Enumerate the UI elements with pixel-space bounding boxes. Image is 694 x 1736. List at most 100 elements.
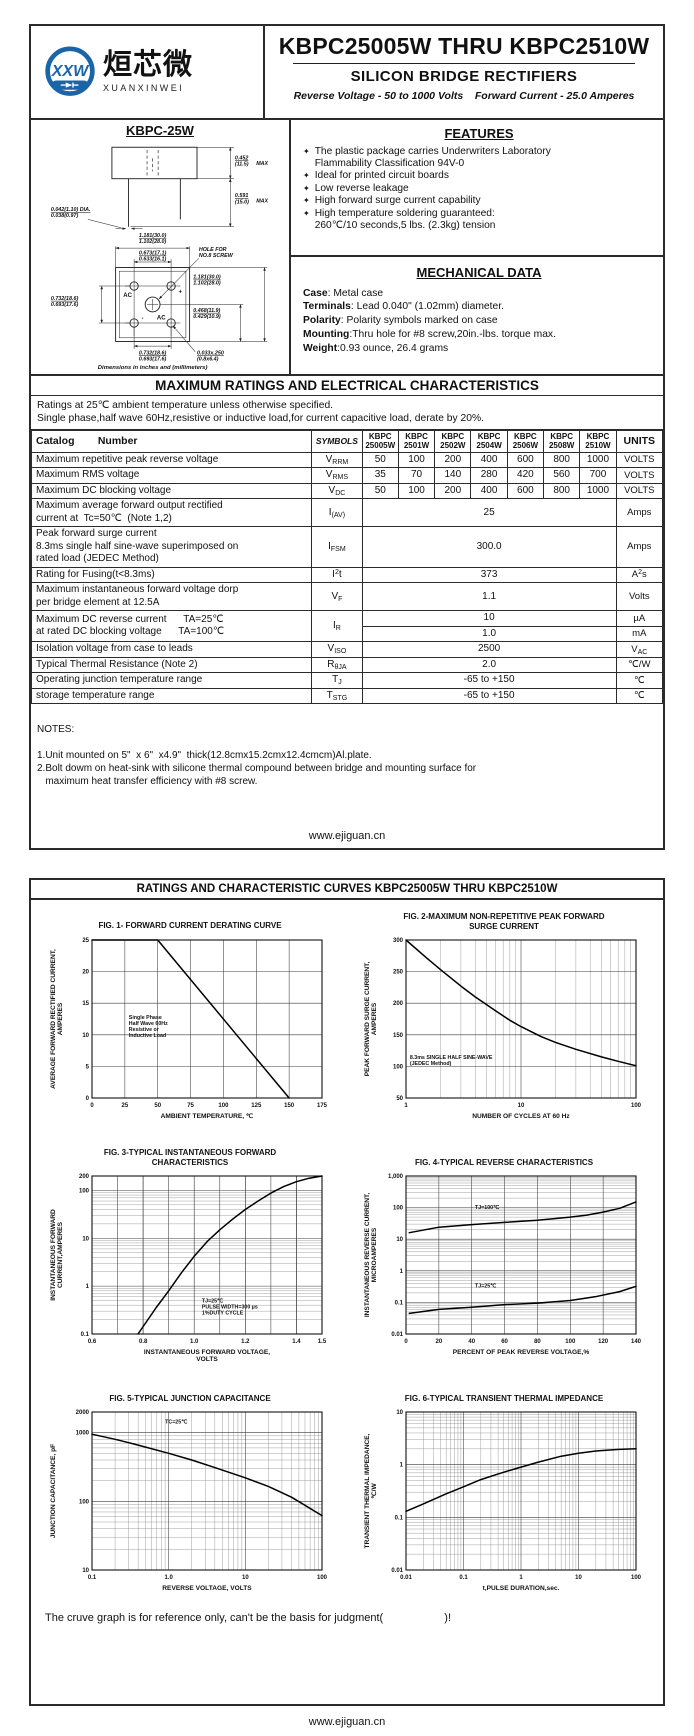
mechanical-label: Terminals: [303, 301, 351, 313]
value-cell: 140: [434, 467, 472, 484]
svg-text:40: 40: [468, 1339, 475, 1345]
value-cell: 400: [470, 482, 508, 500]
datasheet-page-1: XXW 烜芯微 XUANXINWEI KBPC25005W THRU KBPC2…: [29, 24, 665, 850]
bullet-icon: ✦: [303, 171, 310, 181]
figure-6: FIG. 6-TYPICAL TRANSIENT THERMAL IMPEDAN…: [347, 1384, 661, 1604]
unit-cell: ℃: [615, 672, 664, 689]
symbol-cell: VF: [311, 582, 363, 612]
param-cell: Operating junction temperature range: [30, 672, 313, 689]
param-cell: Maximum instantaneous forward voltage do…: [30, 582, 313, 612]
value-cell: 600: [506, 482, 545, 500]
datasheet-page-2: RATINGS AND CHARACTERISTIC CURVES KBPC25…: [29, 878, 665, 1706]
figure-chart: 0 20 40 60 80 100 120 140 1,000 100 10 1 0.1 0.01 TJ=1…: [364, 1174, 642, 1356]
value-cell: 35: [361, 467, 399, 484]
figure-2: FIG. 2-MAXIMUM NON-REPETITIVE PEAK FORWA…: [347, 912, 661, 1132]
figure-title: FIG. 3-TYPICAL INSTANTANEOUS FORWARD CHA…: [103, 1148, 277, 1167]
page-title: KBPC25005W THRU KBPC2510W: [278, 33, 650, 59]
svg-text:0.1: 0.1: [459, 1575, 468, 1581]
value-cell: -65 to +150: [361, 672, 617, 689]
svg-text:TC=25℃: TC=25℃: [165, 1419, 187, 1426]
svg-text:1.0: 1.0: [190, 1339, 199, 1345]
svg-text:1: 1: [519, 1575, 523, 1581]
mechanical-label: Weight: [303, 343, 338, 355]
table-row: Typical Thermal Resistance (Note 2) RθJA 2…: [30, 656, 664, 674]
symbol-cell: TSTG: [311, 687, 363, 705]
feature-item: ✦ High temperature soldering guaranteed: …: [303, 208, 655, 232]
y-axis-label: INSTANTANEOUS REVERSE CURRENT,MICROAMPER…: [364, 1193, 378, 1317]
svg-text:-: -: [142, 316, 144, 322]
package-name: KBPC-25W: [126, 123, 194, 138]
svg-text:150: 150: [284, 1103, 295, 1109]
svg-text:125: 125: [251, 1103, 262, 1109]
svg-text:25: 25: [82, 938, 89, 944]
y-axis-label: TRANSIENT THERMAL IMPEDANCE,℃/W: [364, 1434, 378, 1549]
series-instantaneous-forward: [137, 1175, 323, 1336]
svg-text:0.732(18.6)0.693(17.6): 0.732(18.6) 0.693(17.6): [139, 350, 167, 362]
svg-text:1.5: 1.5: [318, 1339, 327, 1345]
svg-text:0.033x.250(0.8x6.4): 0.033x.250 (0.8x6.4): [197, 350, 224, 362]
svg-text:0.1: 0.1: [81, 1332, 90, 1338]
symbol-cell: I2t: [311, 566, 363, 584]
unit-cell: ℃: [615, 687, 664, 705]
table-row: Isolation voltage from case to leads VISO…: [30, 641, 664, 658]
svg-text:1.4: 1.4: [292, 1339, 301, 1345]
figure-1: FIG. 1- FORWARD CURRENT DERATING CURVE 0 2…: [33, 912, 347, 1132]
bullet-icon: ✦: [303, 196, 310, 206]
svg-text:1.181(30.0)1.102(28.0): 1.181(30.0) 1.102(28.0): [139, 233, 167, 245]
param-cell: Maximum average forward output rectified…: [30, 498, 313, 528]
column-header-part: KBPC 25005W: [361, 429, 399, 453]
value-cell: 200: [434, 451, 472, 469]
svg-text:0.673(17.1)0.633(16.1): 0.673(17.1) 0.633(16.1): [139, 251, 167, 263]
svg-text:10: 10: [82, 1033, 89, 1039]
value-cell: 700: [579, 467, 617, 484]
table-row: Maximum RMS voltage VRMS 35 70 140 280 420 560 7…: [30, 467, 664, 484]
table-row: Peak forward surge current 8.3ms single h…: [30, 526, 664, 568]
param-cell: Peak forward surge current 8.3ms single h…: [30, 526, 313, 568]
table-header-row: Catalog Number SYMBOLS KBPC 25005W KBPC 2501W…: [30, 429, 664, 453]
table-row: Maximum DC blocking voltage VDC 50 100 200 40…: [30, 482, 664, 500]
param-cell: Maximum repetitive peak reverse voltage: [30, 451, 313, 469]
svg-text:1.181(30.0)1.102(28.0): 1.181(30.0) 1.102(28.0): [193, 275, 221, 287]
features-list: ✦ The plastic package carries Underwriter…: [303, 146, 655, 232]
y-axis-label: AVERAGE FORWARD RECTIFIED CURRENT,AMPERE…: [50, 949, 64, 1089]
feature-item: ✦ The plastic package carries Underwriter…: [303, 146, 655, 170]
svg-text:10: 10: [82, 1237, 89, 1243]
svg-text:50: 50: [396, 1096, 403, 1102]
svg-text:175: 175: [317, 1103, 328, 1109]
condition-line: Single phase,half wave 60Hz,resistive or…: [37, 413, 485, 425]
series-forward-current-derating: [91, 939, 290, 1099]
column-header-part: KBPC 2506W: [506, 429, 545, 453]
svg-text:AC: AC: [157, 315, 166, 321]
svg-text:100: 100: [631, 1103, 642, 1109]
feature-text: The plastic package carries Underwriters…: [314, 146, 551, 170]
mechanical-text: : Lead 0.040" (1.02mm) diameter.: [350, 301, 504, 313]
notes-lines: 1.Unit mounted on 5" x 6" x4.9" thick(12…: [37, 749, 657, 789]
mechanical-text: :Thru hole for #8 screw,20in.-lbs. torqu…: [349, 329, 556, 341]
figure-4: FIG. 4-TYPICAL REVERSE CHARACTERISTICS 0 2…: [347, 1148, 661, 1368]
figure-title: FIG. 1- FORWARD CURRENT DERATING CURVE: [98, 921, 282, 931]
header: XXW 烜芯微 XUANXINWEI KBPC25005W THRU KBPC2…: [31, 26, 663, 120]
svg-text:10: 10: [242, 1575, 249, 1581]
logo-monogram: XXW: [51, 62, 90, 80]
figure-3: FIG. 3-TYPICAL INSTANTANEOUS FORWARD CHA…: [33, 1148, 347, 1368]
ratings-conditions: Ratings at 25℃ ambient temperature unles…: [31, 396, 663, 430]
series-junction-capacitance: [91, 1433, 323, 1517]
value-cell: 1.0: [361, 625, 617, 643]
value-cell: 373: [361, 566, 617, 584]
svg-text:50: 50: [154, 1103, 161, 1109]
footer-website: www.ejiguan.cn: [308, 830, 386, 842]
title-divider: [293, 63, 635, 64]
symbol-cell: VRMS: [311, 467, 363, 484]
symbol-cell: I(AV): [311, 498, 363, 528]
mechanical-item: Terminals: Lead 0.040" (1.02mm) diameter…: [303, 300, 655, 314]
disclaimer-text: The cruve graph is for reference only, c…: [45, 1612, 452, 1625]
table-row: Rating for Fusing(t<8.3ms) I2t 373 A2s: [30, 566, 664, 584]
figure-chart: 1 10 100 50 100 150 200 250 300 8.3ms SINGLE HALF…: [364, 938, 642, 1120]
svg-text:AC: AC: [123, 293, 132, 299]
svg-text:1: 1: [86, 1285, 90, 1291]
drawing-caption: Dimensions in inches and (millimeters): [98, 365, 208, 371]
svg-text:0.01: 0.01: [400, 1575, 412, 1581]
y-axis-label: INSTANTANEOUS FORWARDCURRENT,AMPERES: [50, 1209, 64, 1301]
figure-5: FIG. 5-TYPICAL JUNCTION CAPACITANCE 0.1 1.…: [33, 1384, 347, 1604]
